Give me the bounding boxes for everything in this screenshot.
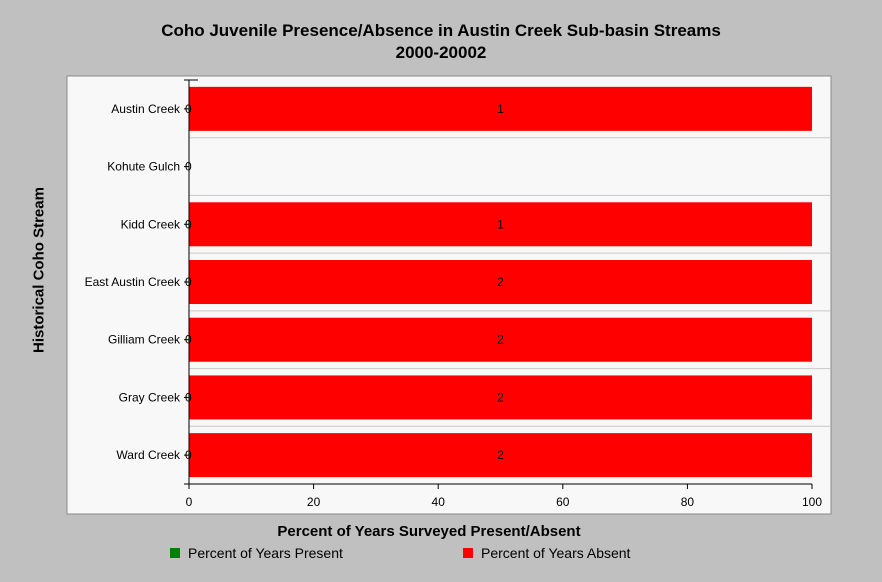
data-label-absent: 2 <box>497 448 504 462</box>
x-tick-label: 40 <box>432 495 446 509</box>
x-tick-label: 80 <box>681 495 695 509</box>
chart-title-line-1: Coho Juvenile Presence/Absence in Austin… <box>161 21 721 40</box>
data-label-present: 0 <box>185 333 192 347</box>
data-label-absent: 1 <box>497 102 504 116</box>
legend-item-absent: Percent of Years Absent <box>463 545 630 561</box>
legend-swatch-present <box>170 548 180 559</box>
x-tick-label: 60 <box>556 495 570 509</box>
data-label-present: 0 <box>185 390 192 404</box>
chart-title-line-2: 2000-20002 <box>395 43 487 62</box>
data-label-present: 0 <box>185 102 192 116</box>
category-label: Kidd Creek <box>121 217 181 231</box>
chart-title: Coho Juvenile Presence/Absence in Austin… <box>0 20 882 64</box>
data-label-present: 0 <box>185 275 192 289</box>
bar <box>189 202 812 247</box>
bars <box>189 86 812 478</box>
y-axis-label: Historical Coho Stream <box>30 187 48 353</box>
data-label-present: 0 <box>185 160 192 174</box>
data-label-absent: 2 <box>497 275 504 289</box>
axes <box>184 79 813 489</box>
category-label: East Austin Creek <box>85 275 181 289</box>
category-label: Ward Creek <box>116 448 181 462</box>
legend-swatch-absent <box>463 548 473 559</box>
x-tick-label: 0 <box>186 495 193 509</box>
bar <box>189 433 812 478</box>
x-tick-label: 20 <box>307 495 321 509</box>
category-label: Kohute Gulch <box>107 160 180 174</box>
data-label-present: 0 <box>185 448 192 462</box>
bar <box>189 260 812 304</box>
data-label-absent: 2 <box>497 390 504 404</box>
grid-lines <box>189 137 831 427</box>
bar <box>189 86 812 131</box>
data-label-absent: 2 <box>497 333 504 347</box>
x-tick-label: 100 <box>802 495 822 509</box>
category-label: Gilliam Creek <box>108 333 181 347</box>
legend-label-absent: Percent of Years Absent <box>481 545 631 561</box>
bar <box>189 375 812 420</box>
legend-label-present: Percent of Years Present <box>188 545 343 561</box>
category-label: Austin Creek <box>111 102 181 116</box>
legend-item-present: Percent of Years Present <box>170 545 343 561</box>
data-label-absent: 1 <box>497 217 504 231</box>
x-axis-label: Percent of Years Surveyed Present/Absent <box>277 523 581 540</box>
labels: Austin Creek 0 1 Kohute Gulch 0 Kidd Creek 0 1 E… <box>85 102 823 509</box>
bar <box>189 317 812 362</box>
data-label-present: 0 <box>185 217 192 231</box>
category-label: Gray Creek <box>119 390 181 404</box>
legend: Percent of Years Present Percent of Year… <box>0 545 882 565</box>
